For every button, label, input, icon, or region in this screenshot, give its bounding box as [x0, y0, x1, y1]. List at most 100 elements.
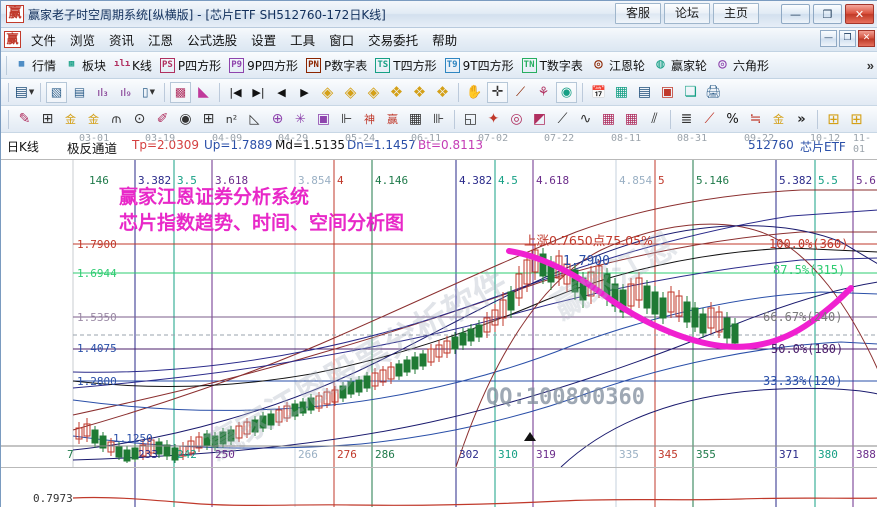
menu-item-browse[interactable]: 浏览 [70, 33, 96, 48]
bar-icon[interactable]: ▯ ▼ [142, 85, 155, 99]
wave3-icon[interactable]: ıl₃ [97, 85, 108, 99]
customer-service-button[interactable]: 客服 [615, 3, 661, 24]
crosshair-icon[interactable]: ✛ [487, 81, 508, 103]
split-icon[interactable]: ⊪ [432, 111, 445, 127]
wave-icon[interactable]: ∿ [579, 111, 592, 127]
ying-icon[interactable]: 赢 [387, 113, 398, 126]
fan-icon[interactable]: ⚘ [537, 84, 550, 100]
layout-icon[interactable]: ▤ ▼ [14, 84, 35, 100]
forum-button[interactable]: 论坛 [664, 3, 710, 24]
grid-lines-icon[interactable]: ⊞ [41, 111, 54, 127]
list-icon[interactable]: ▤ [637, 84, 652, 100]
fan-red-icon[interactable]: ✦ [487, 111, 500, 127]
last-page-icon[interactable]: ▶| [252, 85, 265, 99]
marker-pen-icon[interactable]: ✐ [156, 111, 169, 127]
rect-icon[interactable]: ◱ [463, 111, 478, 127]
report-icon[interactable]: ▤ [73, 85, 86, 99]
flag-red-icon[interactable]: ◩ [532, 111, 547, 127]
menu-item-formula-screen[interactable]: 公式选股 [187, 33, 238, 48]
cat-9p-square[interactable]: P9 9P四方形 [225, 57, 302, 74]
menu-item-settings[interactable]: 设置 [251, 33, 277, 48]
mdi-close-button[interactable]: ✕ [858, 30, 875, 47]
spiral-red-icon[interactable]: ◎ [510, 111, 523, 127]
box-icon[interactable]: ▣ [316, 111, 331, 127]
square-n2-icon[interactable]: n² [225, 112, 238, 126]
ladder-icon[interactable]: ≣ [680, 111, 693, 127]
tick-icon[interactable]: ⊩ [340, 111, 353, 127]
minimize-button[interactable]: — [781, 3, 810, 24]
brain-icon[interactable]: ◉ [556, 81, 577, 103]
cat-gann-wheel[interactable]: ◎ 江恩轮 [587, 57, 649, 74]
fib-fan-icon[interactable]: ⫙ [111, 111, 122, 127]
gold-ratio-icon[interactable]: 金 [65, 113, 76, 126]
copy-icon[interactable]: ❏ [684, 84, 697, 100]
gold-ratio2-icon[interactable]: 金 [88, 113, 99, 126]
menu-item-file[interactable]: 文件 [31, 33, 57, 48]
cat-t-square[interactable]: TS T四方形 [371, 57, 440, 74]
mdi-restore-button[interactable]: ❐ [839, 30, 856, 47]
percent-line-icon[interactable]: ⟋ [704, 111, 715, 127]
sub-chart-panel[interactable]: 0.7973 [1, 467, 877, 507]
zoom-v-icon[interactable]: ❖ [389, 83, 404, 101]
save-icon[interactable]: ▣ [660, 84, 675, 100]
cat-winner-wheel[interactable]: ◍ 赢家轮 [649, 57, 711, 74]
trend-fan-icon[interactable]: ⟋ [557, 111, 568, 127]
percent-icon[interactable]: % [726, 111, 739, 127]
cat-quotes[interactable]: ▦ 行情 [10, 57, 60, 74]
homepage-button[interactable]: 主页 [713, 3, 759, 24]
menu-item-window[interactable]: 窗口 [329, 33, 355, 48]
toolbar2-overflow-icon[interactable]: » [797, 111, 806, 127]
star-icon[interactable]: ✳ [295, 111, 306, 127]
grid-pink-icon[interactable]: ▦ [601, 111, 616, 127]
pattern-icon[interactable]: ▩ [170, 81, 191, 103]
chart-canvas[interactable]: 赢家江恩股票分析软件 赢家江恩 QQ:100800360 1.7900 1.69… [1, 160, 877, 467]
spiral-icon[interactable]: ⊙ [133, 111, 146, 127]
menu-item-help[interactable]: 帮助 [432, 33, 458, 48]
angle-icon[interactable]: ◺ [249, 111, 260, 127]
target-icon[interactable]: ⊕ [271, 111, 284, 127]
circle-scale-icon[interactable]: ◉ [179, 111, 192, 127]
parallel-icon[interactable]: ⫽ [651, 111, 658, 127]
prev-icon[interactable]: ◀ [277, 85, 286, 99]
menu-item-tools[interactable]: 工具 [290, 33, 316, 48]
expand-icon[interactable]: ❖ [412, 83, 427, 101]
percent-eq-icon[interactable]: ≒ [749, 111, 762, 127]
next-icon[interactable]: ▶ [300, 85, 309, 99]
pen-icon[interactable]: ✎ [18, 111, 31, 127]
draw-line-icon[interactable]: ⟋ [515, 84, 526, 100]
maximize-button[interactable]: ❐ [813, 3, 842, 24]
gold-coin-icon[interactable]: 金 [773, 113, 784, 126]
close-button[interactable]: ✕ [845, 3, 874, 24]
collapse-icon[interactable]: ❖ [435, 83, 450, 101]
cat-p-number-table[interactable]: PN P数字表 [302, 57, 371, 74]
mdi-minimize-button[interactable]: — [820, 30, 837, 47]
grid-yellow2-icon[interactable]: ⊞ [850, 110, 863, 128]
cat-hexagon[interactable]: ◎ 六角形 [711, 57, 773, 74]
cat-blocks[interactable]: ▩ 板块 [60, 57, 110, 74]
calendar-icon[interactable]: 📅 [591, 85, 606, 99]
first-page-icon[interactable]: |◀ [229, 85, 242, 99]
shift-right-icon[interactable]: ◈ [344, 83, 357, 101]
wave9-icon[interactable]: ıl₉ [120, 85, 131, 99]
catbar-overflow-icon[interactable]: » [866, 58, 874, 73]
shift-left-icon[interactable]: ◈ [321, 83, 334, 101]
cat-t-number-table[interactable]: TN T数字表 [518, 57, 587, 74]
print-icon[interactable]: 🖨 [705, 84, 722, 100]
colorchart-icon[interactable]: ◣ [198, 84, 209, 100]
menu-item-gann[interactable]: 江恩 [148, 33, 174, 48]
grid2-icon[interactable]: ⊞ [202, 111, 215, 127]
menu-item-news[interactable]: 资讯 [109, 33, 135, 48]
calculator-icon[interactable]: ▦ [614, 84, 629, 100]
grid-pink2-icon[interactable]: ▦ [624, 111, 639, 127]
cat-kline[interactable]: ılı K线 [114, 58, 152, 73]
kline-period-label[interactable]: 日K线 [7, 140, 39, 154]
zoom-h-icon[interactable]: ◈ [367, 83, 380, 101]
grid-yellow-icon[interactable]: ⊞ [827, 110, 840, 128]
shen-icon[interactable]: 神 [364, 113, 375, 126]
table-grid-icon[interactable]: ▦ [408, 111, 423, 127]
chart-type-icon[interactable]: ▧ [46, 81, 67, 103]
menu-item-trade[interactable]: 交易委托 [368, 33, 419, 48]
hand-tool-icon[interactable]: ✋ [466, 84, 483, 100]
cat-p-square[interactable]: PS P四方形 [156, 57, 225, 74]
cat-9t-square[interactable]: T9 9T四方形 [441, 57, 518, 74]
